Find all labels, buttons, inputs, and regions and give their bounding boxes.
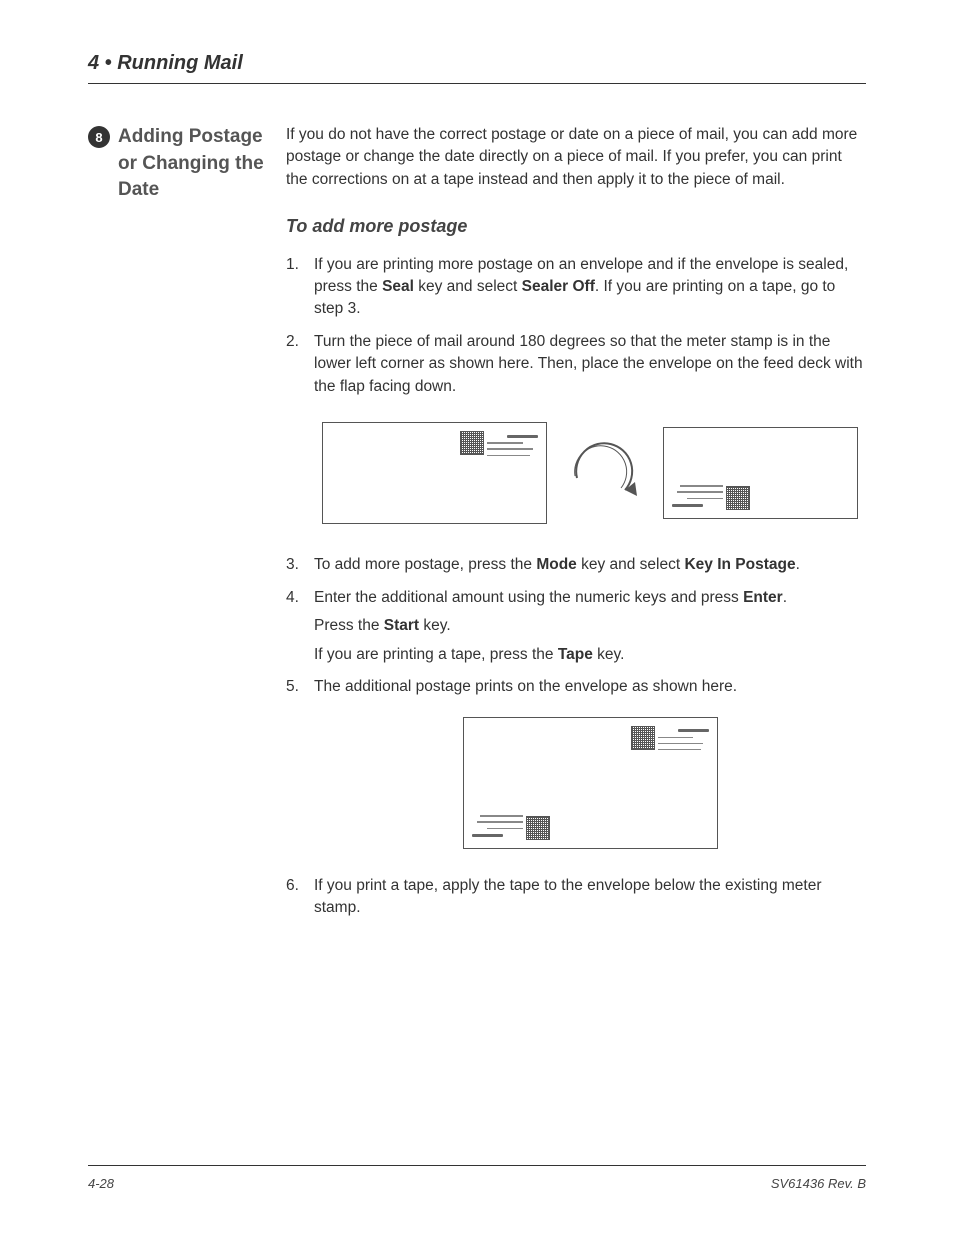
step-6: If you print a tape, apply the tape to t… (286, 875, 866, 920)
intro-paragraph: If you do not have the correct postage o… (286, 124, 866, 191)
meter-stamp-icon (672, 482, 750, 510)
steps-list: If you are printing more postage on an e… (286, 254, 866, 920)
main-column: If you do not have the correct postage o… (286, 124, 866, 930)
meter-stamp-icon (631, 726, 709, 754)
page-header: 4 • Running Mail (88, 52, 866, 84)
doc-id: SV61436 Rev. B (771, 1176, 866, 1191)
envelope-after (663, 427, 858, 519)
envelope-before (322, 422, 547, 524)
subheading: To add more postage (286, 213, 866, 239)
step-4-sub2: If you are printing a tape, press the Ta… (314, 644, 866, 666)
step-number-badge: 8 (88, 126, 110, 148)
meter-stamp-icon (472, 812, 550, 840)
step-title: Adding Postage or Changing the Date (118, 124, 268, 930)
step-2: Turn the piece of mail around 180 degree… (286, 331, 866, 524)
rotate-arrow-icon (565, 438, 645, 508)
meter-stamp-icon (460, 431, 538, 459)
rotate-diagram (314, 422, 866, 524)
qr-icon (460, 431, 484, 455)
step-4: Enter the additional amount using the nu… (286, 587, 866, 666)
content-row: 8 Adding Postage or Changing the Date If… (88, 124, 866, 930)
step-1: If you are printing more postage on an e… (286, 254, 866, 321)
qr-icon (726, 486, 750, 510)
step-5: The additional postage prints on the env… (286, 676, 866, 848)
page-number: 4-28 (88, 1176, 114, 1191)
qr-icon (631, 726, 655, 750)
step-4-sub1: Press the Start key. (314, 615, 866, 637)
step-3: To add more postage, press the Mode key … (286, 554, 866, 576)
result-diagram (314, 717, 866, 849)
page-footer: 4-28 SV61436 Rev. B (88, 1165, 866, 1191)
envelope-result (463, 717, 718, 849)
step-sidebar: 8 Adding Postage or Changing the Date (88, 124, 268, 930)
chapter-title: 4 • Running Mail (88, 52, 866, 75)
qr-icon (526, 816, 550, 840)
